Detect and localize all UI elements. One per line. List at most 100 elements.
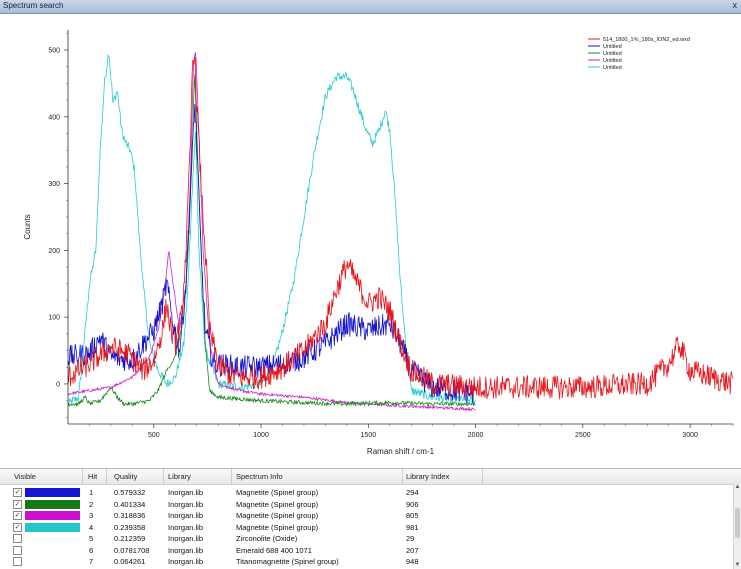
spectrum-info-cell: Magnetite (Spinel group) bbox=[236, 499, 319, 509]
spectrum-info-cell: Magnetite (Spinel group) bbox=[236, 488, 319, 497]
spectrum-info-cell: Magnetite (Spinel group) bbox=[236, 511, 319, 520]
series-color-swatch bbox=[25, 488, 80, 497]
window-title-bar: Spectrum search x bbox=[0, 0, 741, 14]
library-cell: Inorgan.lib bbox=[168, 545, 204, 555]
column-header-library-index[interactable]: Library Index bbox=[406, 472, 450, 481]
library-cell: Inorgan.lib bbox=[168, 499, 204, 509]
vertical-scrollbar[interactable]: ▲ ▼ bbox=[733, 484, 741, 569]
x-tick-label: 2000 bbox=[468, 432, 484, 439]
legend-label: Untitled bbox=[603, 58, 622, 64]
y-tick-label: 200 bbox=[48, 248, 60, 255]
column-header-library[interactable]: Library bbox=[168, 472, 191, 481]
column-divider bbox=[82, 469, 83, 484]
legend-label: Untitled bbox=[603, 51, 622, 57]
x-tick-label: 1000 bbox=[253, 432, 269, 439]
hit-cell: 6 bbox=[89, 545, 94, 555]
quality-cell: 0.212359 bbox=[114, 534, 146, 543]
y-tick-label: 300 bbox=[48, 181, 60, 188]
quality-cell: 0.318836 bbox=[114, 511, 146, 520]
close-icon[interactable]: x bbox=[732, 0, 738, 10]
hit-cell: 1 bbox=[89, 488, 94, 497]
x-tick-label: 2500 bbox=[575, 432, 591, 439]
table-row[interactable]: 5 0.212359 Inorgan.lib Zirconolite (Oxide) 2… bbox=[0, 533, 735, 545]
table-row[interactable]: 6 0.0781708 Inorgan.lib Emerald 688 400 107… bbox=[0, 545, 735, 557]
y-tick-label: 500 bbox=[48, 48, 60, 55]
series-line-4 bbox=[67, 52, 476, 412]
column-header-visible[interactable]: Visible bbox=[14, 472, 36, 481]
scroll-up-icon[interactable]: ▲ bbox=[734, 484, 741, 490]
visible-checkbox[interactable] bbox=[13, 534, 22, 543]
column-header-hit[interactable]: Hit bbox=[88, 472, 98, 481]
library-index-cell: 981 bbox=[406, 522, 419, 532]
spectrum-info-cell: Magnetite (Spinel group) bbox=[236, 522, 319, 532]
hit-cell: 2 bbox=[89, 499, 94, 509]
column-header-quality[interactable]: Quality bbox=[114, 472, 138, 481]
table-row[interactable]: ✓ 3 0.318836 Inorgan.lib Magnetite (Spinel g… bbox=[0, 510, 735, 522]
table-row[interactable]: 7 0.064261 Inorgan.lib Titanomagnetite (Spi… bbox=[0, 556, 735, 568]
spectrum-info-cell: Zirconolite (Oxide) bbox=[236, 534, 298, 543]
table-row[interactable]: ✓ 2 0.401334 Inorgan.lib Magnetite (Spinel g… bbox=[0, 499, 735, 511]
series-line-1 bbox=[67, 56, 734, 400]
table-header: Visible Hit Quality Library Spectrum Inf… bbox=[0, 469, 741, 485]
visible-checkbox[interactable] bbox=[13, 545, 22, 555]
series-color-swatch bbox=[25, 499, 80, 509]
legend-label: 514_1800_1%_180s_ION2_ed.wxd bbox=[603, 37, 690, 43]
visible-checkbox[interactable]: ✓ bbox=[13, 511, 22, 520]
library-index-cell: 948 bbox=[406, 557, 419, 566]
library-cell: Inorgan.lib bbox=[168, 557, 204, 566]
series-color-swatch bbox=[25, 557, 80, 566]
legend-label: Untitled bbox=[603, 65, 622, 71]
column-divider bbox=[402, 469, 403, 484]
hit-list-table: Visible Hit Quality Library Spectrum Inf… bbox=[0, 468, 741, 569]
column-divider bbox=[231, 469, 232, 484]
series-color-swatch bbox=[25, 522, 80, 532]
spectrum-info-cell: Emerald 688 400 1071 bbox=[236, 545, 312, 555]
visible-checkbox[interactable]: ✓ bbox=[13, 499, 22, 509]
table-row[interactable]: ✓ 1 0.579332 Inorgan.lib Magnetite (Spinel g… bbox=[0, 487, 735, 499]
library-index-cell: 294 bbox=[406, 488, 419, 497]
hit-cell: 4 bbox=[89, 522, 94, 532]
window-title: Spectrum search bbox=[3, 1, 64, 10]
quality-cell: 0.239358 bbox=[114, 522, 146, 532]
column-header-spectrum-info[interactable]: Spectrum Info bbox=[236, 472, 283, 481]
library-index-cell: 29 bbox=[406, 534, 415, 543]
y-tick-label: 0 bbox=[56, 381, 60, 388]
spectrum-chart[interactable]: 500 1000 1500 2000 2500 3000 0 100 200 300 400 500 R… bbox=[0, 14, 741, 464]
library-cell: Inorgan.lib bbox=[168, 534, 204, 543]
quality-cell: 0.064261 bbox=[114, 557, 146, 566]
hit-cell: 5 bbox=[89, 534, 94, 543]
library-index-cell: 207 bbox=[406, 545, 419, 555]
x-tick-label: 3000 bbox=[682, 432, 698, 439]
x-tick-label: 1500 bbox=[361, 432, 377, 439]
library-index-cell: 906 bbox=[406, 499, 419, 509]
series-color-swatch bbox=[25, 511, 80, 520]
visible-checkbox[interactable] bbox=[13, 557, 22, 566]
series-color-swatch bbox=[25, 546, 80, 555]
spectrum-info-cell: Titanomagnetite (Spinel group) bbox=[236, 557, 339, 566]
visible-checkbox[interactable]: ✓ bbox=[13, 522, 22, 532]
y-axis-title: Counts bbox=[23, 214, 32, 239]
hit-cell: 7 bbox=[89, 557, 94, 566]
visible-checkbox[interactable]: ✓ bbox=[13, 488, 22, 497]
library-cell: Inorgan.lib bbox=[168, 488, 204, 497]
scroll-down-icon[interactable]: ▼ bbox=[734, 562, 741, 568]
library-cell: Inorgan.lib bbox=[168, 511, 204, 520]
scrollbar-thumb[interactable] bbox=[735, 508, 740, 538]
library-cell: Inorgan.lib bbox=[168, 522, 204, 532]
quality-cell: 0.0781708 bbox=[114, 545, 150, 555]
column-divider bbox=[482, 469, 483, 484]
y-tick-label: 400 bbox=[48, 114, 60, 121]
column-divider bbox=[106, 469, 107, 484]
quality-cell: 0.579332 bbox=[114, 488, 146, 497]
x-axis-title: Raman shift / cm-1 bbox=[367, 447, 435, 456]
table-row[interactable]: ✓ 4 0.239358 Inorgan.lib Magnetite (Spinel g… bbox=[0, 522, 735, 534]
library-index-cell: 805 bbox=[406, 511, 419, 520]
y-tick-label: 100 bbox=[48, 315, 60, 322]
series-line-3 bbox=[67, 74, 476, 408]
legend-label: Untitled bbox=[603, 44, 622, 50]
quality-cell: 0.401334 bbox=[114, 499, 146, 509]
hit-cell: 3 bbox=[89, 511, 94, 520]
x-tick-label: 500 bbox=[148, 432, 160, 439]
spectrum-chart-svg[interactable]: 500 1000 1500 2000 2500 3000 0 100 200 300 400 500 R… bbox=[0, 14, 741, 464]
column-divider bbox=[163, 469, 164, 484]
